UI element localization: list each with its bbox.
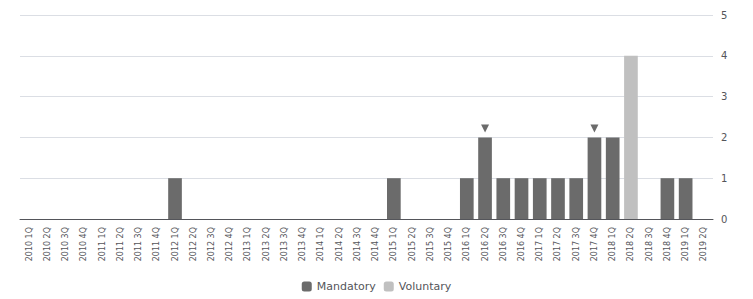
svg-text:2018 3Q: 2018 3Q — [645, 227, 654, 261]
svg-text:2012 4Q: 2012 4Q — [225, 227, 234, 261]
svg-text:2014 4Q: 2014 4Q — [371, 227, 380, 261]
svg-text:2016 3Q: 2016 3Q — [499, 227, 508, 261]
svg-text:2017 3Q: 2017 3Q — [572, 227, 581, 261]
svg-text:2014 2Q: 2014 2Q — [335, 227, 344, 261]
svg-text:2015 4Q: 2015 4Q — [444, 227, 453, 261]
svg-text:2: 2 — [721, 132, 727, 143]
svg-text:2018 4Q: 2018 4Q — [663, 227, 672, 261]
svg-text:2016 4Q: 2016 4Q — [517, 227, 526, 261]
svg-text:2012 2Q: 2012 2Q — [189, 227, 198, 261]
svg-text:2013 4Q: 2013 4Q — [298, 227, 307, 261]
svg-text:2015 3Q: 2015 3Q — [426, 227, 435, 261]
svg-text:2015 2Q: 2015 2Q — [408, 227, 417, 261]
svg-text:2010 1Q: 2010 1Q — [25, 227, 34, 261]
svg-text:2013 3Q: 2013 3Q — [280, 227, 289, 261]
svg-text:2013 2Q: 2013 2Q — [262, 227, 271, 261]
svg-text:2014 3Q: 2014 3Q — [353, 227, 362, 261]
svg-text:4: 4 — [721, 50, 727, 61]
svg-text:2010 2Q: 2010 2Q — [43, 227, 52, 261]
svg-text:2019 2Q: 2019 2Q — [699, 227, 708, 261]
svg-text:3: 3 — [721, 91, 727, 102]
svg-text:2018 2Q: 2018 2Q — [626, 227, 635, 261]
svg-text:2017 2Q: 2017 2Q — [553, 227, 562, 261]
svg-text:2015 1Q: 2015 1Q — [389, 227, 398, 261]
svg-text:Mandatory: Mandatory — [317, 280, 376, 293]
svg-text:2011 2Q: 2011 2Q — [116, 227, 125, 261]
svg-text:2012 3Q: 2012 3Q — [207, 227, 216, 261]
svg-text:2017 1Q: 2017 1Q — [535, 227, 544, 261]
svg-text:2014 1Q: 2014 1Q — [316, 227, 325, 261]
svg-text:2011 1Q: 2011 1Q — [98, 227, 107, 261]
svg-text:2012 1Q: 2012 1Q — [171, 227, 180, 261]
svg-text:2016 1Q: 2016 1Q — [462, 227, 471, 261]
svg-text:2019 1Q: 2019 1Q — [681, 227, 690, 261]
svg-text:2016 2Q: 2016 2Q — [481, 227, 490, 261]
svg-text:1: 1 — [721, 173, 727, 184]
svg-text:2017 4Q: 2017 4Q — [590, 227, 599, 261]
svg-text:2013 1Q: 2013 1Q — [243, 227, 252, 261]
svg-text:2010 4Q: 2010 4Q — [79, 227, 88, 261]
svg-text:2011 3Q: 2011 3Q — [134, 227, 143, 261]
svg-text:2010 3Q: 2010 3Q — [61, 227, 70, 261]
svg-text:Voluntary: Voluntary — [399, 280, 452, 293]
svg-text:2011 4Q: 2011 4Q — [152, 227, 161, 261]
svg-text:2018 1Q: 2018 1Q — [608, 227, 617, 261]
svg-text:5: 5 — [721, 10, 727, 21]
svg-text:0: 0 — [721, 214, 727, 225]
